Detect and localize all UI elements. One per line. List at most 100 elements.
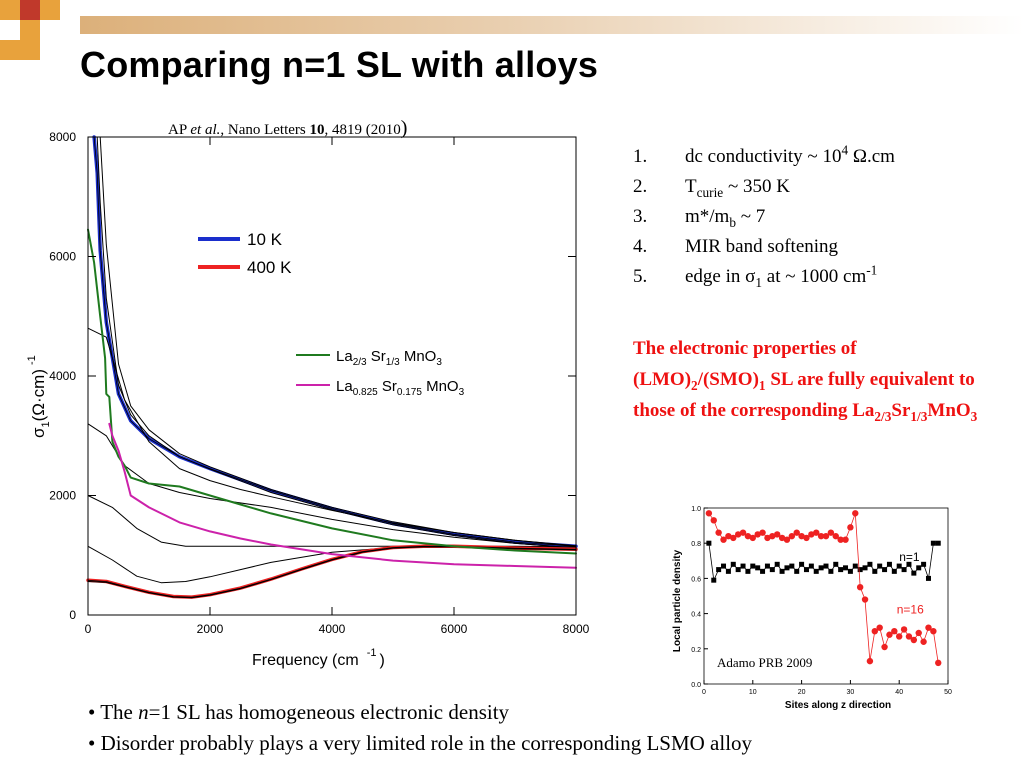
data-point: [817, 532, 825, 540]
key-point-text-part: edge in σ: [685, 266, 756, 287]
key-point-text-part: curie: [696, 184, 724, 200]
key-point-text-part: 1: [755, 274, 763, 290]
data-point: [823, 563, 829, 569]
series-line-2: [99, 136, 577, 547]
x-tick-label: 8000: [563, 622, 590, 636]
data-point: [711, 577, 717, 583]
key-point-text-part: b: [729, 214, 736, 230]
conclusion-part: Sr: [891, 400, 911, 421]
key-point-number: 4.: [633, 236, 648, 257]
y-tick-label: 2000: [49, 489, 76, 503]
data-point: [739, 529, 747, 536]
conclusion-text: The electronic properties of (LMO)2/(SMO…: [633, 333, 993, 426]
data-point: [778, 534, 786, 542]
data-point: [896, 563, 902, 569]
legend-label-part: 3: [436, 357, 442, 368]
data-point: [730, 561, 736, 567]
conclusion-part: 3: [970, 408, 978, 424]
inset-x-label: Sites along z direction: [785, 700, 891, 711]
data-point: [876, 624, 883, 631]
conclusion-part: 1: [758, 377, 766, 393]
data-point: [886, 631, 893, 638]
inset-x-tick-label: 50: [944, 689, 952, 696]
data-point: [827, 529, 835, 536]
key-point-text-part: MIR band softening: [685, 236, 839, 257]
y-axis-label-rest: (Ω·cm): [29, 369, 48, 421]
y-axis-label-exp: -1: [26, 355, 38, 365]
data-point: [755, 565, 761, 571]
key-point-text: dc conductivity ~ 104 Ω.cm: [685, 144, 895, 168]
data-point: [745, 568, 751, 574]
decor-square: [20, 0, 40, 20]
inset-y-tick-label: 0.0: [691, 682, 701, 689]
decor-square: [40, 0, 60, 20]
data-point: [813, 568, 819, 574]
title-accent-bar: [80, 16, 1024, 34]
data-point: [799, 561, 805, 567]
data-point: [828, 568, 834, 574]
data-point: [838, 567, 844, 573]
data-point: [861, 596, 869, 603]
data-point: [866, 657, 874, 665]
data-point: [882, 567, 888, 573]
conclusion-part: MnO: [927, 400, 971, 421]
data-point: [774, 561, 780, 567]
data-point: [843, 565, 849, 571]
data-point: [740, 563, 746, 569]
legend-label: La0.825 Sr0.175 MnO3: [336, 378, 465, 398]
svg-text:σ1(Ω·cm)-1: σ1(Ω·cm) -1: [26, 355, 52, 438]
corner-decoration: [0, 0, 60, 60]
key-point-text-part: dc conductivity ~ 10: [685, 146, 842, 167]
data-point: [716, 567, 722, 573]
inset-x-tick-label: 30: [847, 689, 855, 696]
key-point-number: 5.: [633, 266, 648, 287]
data-point: [856, 584, 864, 591]
inset-x-tick-label: 0: [702, 689, 706, 696]
y-tick-label: 6000: [49, 250, 76, 264]
data-point: [857, 567, 863, 573]
data-point: [783, 536, 791, 543]
series-line-4: [87, 423, 577, 549]
decor-square: [20, 20, 40, 40]
data-point: [935, 659, 942, 667]
data-point: [920, 638, 927, 645]
data-point: [881, 643, 888, 651]
conclusion-part: 2: [691, 377, 698, 393]
data-point: [749, 534, 756, 542]
data-point: [905, 633, 913, 640]
data-point: [842, 536, 849, 543]
data-point: [744, 532, 752, 540]
legend-label-part: La: [336, 378, 353, 395]
series-line-3: [87, 327, 577, 547]
data-point: [891, 628, 898, 635]
tick-group: 0 2000 4000 6000 8000 0 2000 4000 6000 8000: [49, 130, 589, 636]
conclusion-part: /(SMO): [697, 369, 759, 390]
slide-title: Comparing n=1 SL with alloys: [80, 44, 599, 85]
data-point: [877, 563, 883, 569]
legend-label-part: Sr: [378, 378, 397, 395]
data-point: [808, 563, 814, 569]
x-tick-label: 2000: [197, 622, 224, 636]
decor-square: [0, 0, 20, 20]
data-point: [774, 531, 781, 538]
data-point: [725, 532, 732, 540]
data-point: [769, 567, 775, 573]
data-point: [896, 633, 903, 640]
data-point: [901, 567, 907, 573]
x-axis-label-exp: -1: [367, 647, 377, 659]
inset-x-tick-label: 20: [798, 689, 806, 696]
key-point-text-part: T: [685, 176, 697, 197]
citation-volume: 10: [309, 122, 325, 138]
conclusion-part: 1/3: [910, 408, 928, 424]
x-axis-label: Frequency (cm -1): [252, 647, 385, 669]
data-point: [754, 531, 761, 538]
data-point: [935, 540, 941, 546]
inset-frame: [703, 507, 949, 685]
series-line-7-core: [87, 545, 577, 598]
key-point-text: edge in σ1 at ~ 1000 cm-1: [685, 264, 877, 290]
data-point: [833, 561, 839, 567]
density-chart: n=1 n=16 0 10 20 30 40 50 0.0 0.2 0.4 0.6 0.8 1.0 Si…: [672, 506, 952, 711]
data-point: [803, 534, 810, 542]
data-point: [891, 568, 897, 574]
bullet-item-part: • Disorder probably plays a very limited…: [88, 731, 753, 755]
